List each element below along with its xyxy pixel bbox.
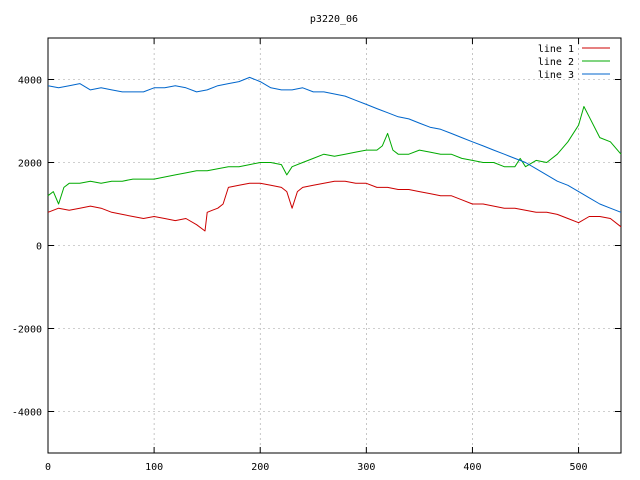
series-line-1 bbox=[47, 180, 622, 232]
legend-label: line 2 bbox=[538, 57, 574, 68]
y-tick-label: 0 bbox=[36, 242, 42, 253]
chart-title: p3220_06 bbox=[310, 14, 358, 25]
series-line-3 bbox=[47, 76, 622, 213]
x-tick-label: 400 bbox=[463, 462, 481, 473]
x-tick-label: 500 bbox=[570, 462, 588, 473]
x-tick-label: 100 bbox=[145, 462, 163, 473]
y-tick-label: 4000 bbox=[18, 76, 42, 87]
y-tick-labels: -4000 -2000 0 2000 4000 bbox=[12, 76, 42, 419]
axis-ticks bbox=[47, 38, 621, 453]
legend-label: line 3 bbox=[538, 70, 574, 81]
legend: line 1 line 2 line 3 bbox=[538, 44, 610, 81]
legend-label: line 1 bbox=[538, 44, 574, 55]
y-tick-label: -4000 bbox=[12, 408, 42, 419]
y-tick-label: 2000 bbox=[18, 159, 42, 170]
series-line-2 bbox=[47, 106, 622, 205]
y-tick-label: -2000 bbox=[12, 325, 42, 336]
x-tick-label: 0 bbox=[45, 462, 51, 473]
x-tick-label: 200 bbox=[251, 462, 269, 473]
x-tick-labels: 0 100 200 300 400 500 bbox=[45, 462, 588, 473]
series-lines bbox=[47, 76, 622, 232]
x-tick-label: 300 bbox=[357, 462, 375, 473]
